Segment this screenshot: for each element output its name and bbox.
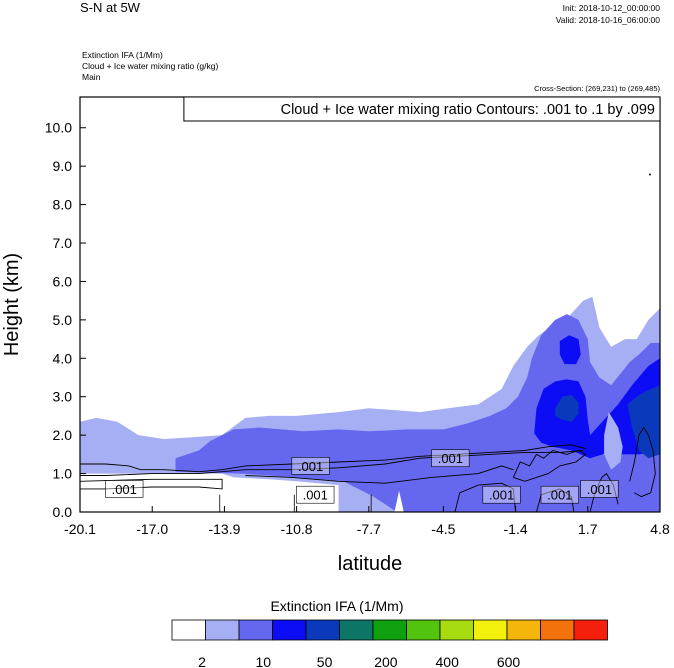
contour-line: [536, 488, 575, 512]
contour-label-box: [105, 480, 144, 498]
field-line-2: Cloud + Ice water mixing ratio (g/kg): [82, 61, 219, 71]
fill-layer: [80, 296, 660, 512]
colorbar-swatch: [171, 619, 206, 641]
contour-label-box: [291, 457, 330, 475]
y-tick-label: 4.0: [53, 350, 73, 366]
y-tick-label: 3.0: [53, 389, 73, 405]
contour-label: .001: [587, 482, 612, 497]
contour-info-text: Cloud + Ice water mixing ratio Contours:…: [281, 102, 655, 118]
contour-line: [454, 482, 517, 512]
y-tick-label: 2.0: [53, 427, 73, 443]
contour-line: [512, 450, 587, 482]
colorbar-swatch: [238, 619, 273, 641]
x-tick-label: -1.4: [504, 521, 528, 537]
contour-label-box: [580, 480, 619, 498]
contour-line: [245, 465, 514, 484]
x-axis-label: latitude: [338, 553, 403, 575]
colorbar-swatch: [540, 619, 575, 641]
x-tick-label: -13.9: [208, 521, 240, 537]
contour-line: [629, 426, 656, 498]
colorbar-tick-label: 400: [436, 654, 460, 668]
colorbar-swatch: [573, 619, 608, 641]
y-tick-label: 1.0: [53, 466, 73, 482]
extinction-region: [604, 412, 623, 470]
colorbar-tick-label: 10: [256, 654, 272, 668]
plot-title: S-N at 5W: [80, 0, 140, 15]
contour-label: .001: [112, 482, 137, 497]
contour-label-box: [540, 485, 579, 504]
contour-line: [80, 444, 586, 473]
y-tick-label: 9.0: [53, 158, 73, 174]
y-tick-label: 7.0: [53, 235, 73, 251]
time-info: Init: 2018-10-12_00:00:00 Valid: 2018-10…: [556, 2, 660, 26]
contour-label-box: [431, 449, 470, 468]
extinction-region: [175, 314, 660, 512]
colorbar-swatch: [272, 619, 307, 641]
colorbar-tick-label: 600: [497, 654, 521, 668]
colorbar-swatch: [205, 619, 240, 641]
y-tick-label: 5.0: [53, 312, 73, 328]
colorbar-swatch: [339, 619, 374, 641]
stray-dot-mark: •: [649, 172, 652, 179]
y-tick-label: 6.0: [53, 273, 73, 289]
colorbar-swatch: [372, 619, 407, 641]
colorbar-title: Extinction IFA (1/Mm): [270, 598, 404, 614]
extinction-region: [80, 473, 339, 512]
colorbar-tick-label: 2: [198, 654, 206, 668]
contour-line: [80, 450, 584, 476]
contour-line: [80, 478, 223, 490]
field-description: Extinction IFA (1/Mm) Cloud + Ice water …: [82, 50, 218, 83]
colorbar-swatch: [305, 619, 340, 641]
x-tick-label: 4.8: [650, 521, 670, 537]
contour-label: .001: [298, 459, 323, 474]
contour-label: .001: [303, 488, 328, 503]
x-tick-label: -17.0: [136, 521, 168, 537]
x-tick-label: -7.7: [357, 521, 381, 537]
colorbar-swatch: [473, 619, 508, 641]
contour-info-box: [183, 96, 661, 122]
x-tick-label: -20.1: [64, 521, 96, 537]
x-tick-label: -10.8: [281, 521, 313, 537]
colorbar-swatch: [506, 619, 541, 641]
contour-label: .001: [547, 488, 572, 503]
extinction-region: [627, 385, 660, 459]
init-time: Init: 2018-10-12_00:00:00: [562, 3, 660, 13]
extinction-region: [555, 394, 579, 422]
contour-label: .001: [438, 451, 463, 466]
colorbar-swatch: [439, 619, 474, 641]
x-tick-label: -4.5: [431, 521, 455, 537]
colorbar-swatch: [406, 619, 441, 641]
contour-label-box: [482, 485, 521, 504]
field-line-3: Main: [82, 72, 101, 82]
x-tick-label: 1.7: [578, 521, 598, 537]
colorbar-tick-label: 50: [317, 654, 333, 668]
contour-label: .001: [489, 488, 514, 503]
contour-label-box: [296, 485, 335, 504]
extinction-region: [394, 490, 404, 512]
contour-layer: [80, 426, 656, 512]
y-axis-label: Height (km): [1, 253, 23, 356]
cross-section-label: Cross-Section: (269,231) to (269,485): [534, 84, 660, 93]
y-tick-label: 0.0: [53, 504, 73, 520]
valid-time: Valid: 2018-10-16_06:00:00: [555, 15, 660, 25]
colorbar-tick-label: 200: [374, 654, 398, 668]
contour-line: [589, 472, 619, 512]
field-line-1: Extinction IFA (1/Mm): [82, 50, 163, 60]
extinction-region: [559, 335, 581, 365]
y-tick-label: 10.0: [45, 120, 72, 136]
y-tick-label: 8.0: [53, 197, 73, 213]
extinction-region: [534, 358, 660, 459]
